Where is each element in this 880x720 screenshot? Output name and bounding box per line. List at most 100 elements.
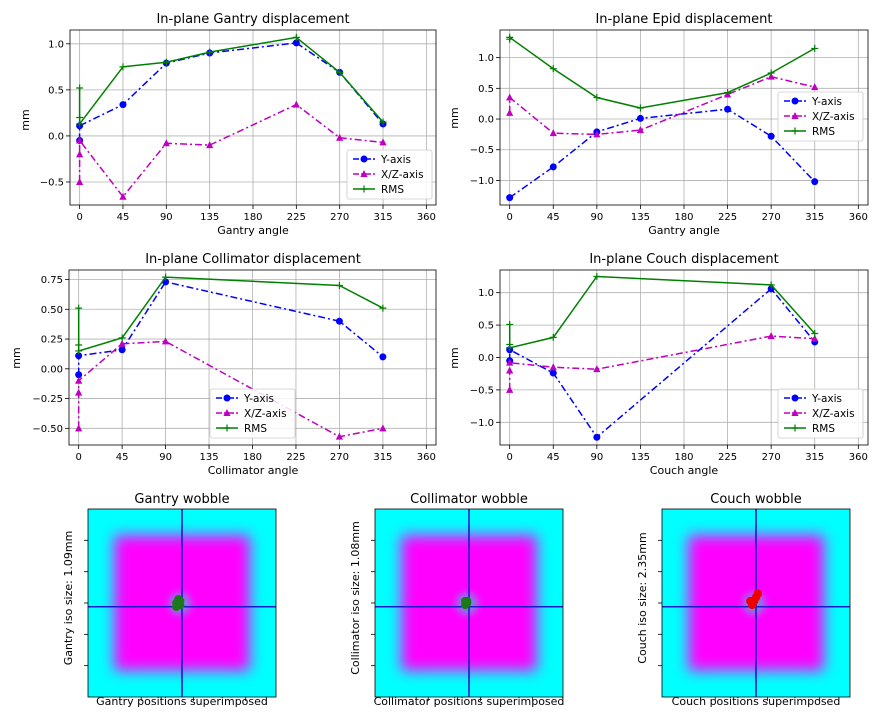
legend-entry: RMS	[812, 423, 835, 435]
x-tick-label: 315	[373, 452, 392, 463]
data-point	[292, 39, 300, 47]
y-tick-label: 0.0	[48, 131, 64, 142]
data-point	[506, 320, 514, 328]
data-point	[75, 347, 83, 355]
data-point	[549, 363, 557, 371]
legend-marker	[223, 394, 231, 402]
x-axis-label: Gantry angle	[217, 224, 289, 237]
data-point	[549, 129, 557, 137]
series-x-z-axis	[76, 100, 387, 200]
x-tick-label: 270	[330, 212, 349, 223]
x-tick-label: 360	[417, 212, 436, 223]
x-tick-label: 225	[718, 452, 737, 463]
series-line	[508, 35, 816, 109]
data-point	[335, 317, 343, 325]
legend-box	[209, 388, 296, 439]
data-point	[75, 371, 83, 379]
legend: Y-axis X/Z-axis RMS	[209, 388, 296, 439]
y-tick-label: 0.0	[478, 353, 494, 364]
x-tick-label: 270	[762, 212, 781, 223]
data-point	[767, 69, 775, 77]
data-point	[118, 346, 126, 354]
y-tick-label: 1.0	[478, 53, 494, 64]
series-rms	[506, 272, 819, 352]
series-line	[508, 75, 815, 136]
data-point	[636, 126, 645, 134]
data-point	[767, 132, 775, 140]
x-tick-label: 45	[116, 452, 129, 463]
x-axis-label: Gantry angle	[648, 224, 720, 237]
x-tick-label: 270	[330, 452, 349, 463]
x-tick-label: 135	[631, 452, 650, 463]
x-axis-label: Gantry positions superimposed	[96, 695, 268, 708]
x-tick-label: 315	[373, 212, 392, 223]
data-point	[811, 334, 819, 342]
y-tick-label: 1.0	[48, 39, 64, 50]
y-tick-label: 0.00	[41, 364, 63, 375]
series-line	[509, 108, 816, 199]
y-axis-label: mm	[10, 347, 23, 368]
plot-frame	[499, 29, 869, 206]
data-point	[336, 133, 344, 141]
panel-title: In-plane Epid displacement	[595, 12, 772, 27]
data-point	[549, 333, 557, 341]
data-point	[162, 58, 170, 66]
data-point	[336, 68, 344, 76]
data-point	[811, 330, 819, 338]
x-tick-label: 180	[674, 452, 693, 463]
panel-title: In-plane Collimator displacement	[145, 252, 361, 267]
data-point	[162, 273, 170, 281]
data-point	[161, 337, 170, 345]
data-point	[75, 341, 83, 349]
x-tick-label: 135	[631, 212, 650, 223]
panel-title: Gantry wobble	[134, 492, 229, 507]
legend-marker	[791, 409, 799, 416]
data-point	[75, 376, 83, 384]
legend: Y-axis X/Z-axis RMS	[777, 388, 864, 439]
data-point	[335, 432, 344, 440]
data-point	[506, 33, 514, 41]
x-tick-label: 315	[805, 212, 824, 223]
series-rms	[76, 33, 387, 128]
series-line	[78, 36, 384, 127]
series-line	[77, 276, 384, 353]
data-point	[506, 344, 514, 352]
series-y-axis	[75, 278, 387, 379]
data-point	[724, 105, 732, 113]
y-tick-label: 0.5	[478, 321, 494, 332]
y-tick-label: 0.25	[41, 335, 63, 346]
data-point	[767, 281, 775, 289]
wobble-spot	[462, 596, 472, 606]
data-point	[119, 63, 127, 71]
legend-entry: Y-axis	[811, 96, 842, 108]
data-point	[593, 94, 601, 102]
legend-box	[777, 91, 864, 142]
wobble-panel-collimator: Collimator wobble Collimator positions s…	[349, 492, 564, 708]
data-point	[593, 272, 601, 280]
y-tick-label: 0.50	[41, 305, 63, 316]
legend-box	[777, 388, 864, 439]
y-tick-label: −0.50	[32, 424, 63, 435]
legend: Y-axis X/Z-axis RMS	[777, 91, 864, 142]
x-tick-label: 90	[590, 452, 603, 463]
data-point	[118, 334, 126, 342]
series-line	[77, 281, 384, 375]
panel-title: In-plane Couch displacement	[589, 252, 778, 267]
data-point	[76, 136, 84, 144]
x-axis-label: Couch angle	[650, 464, 719, 477]
x-tick-label: 135	[200, 212, 219, 223]
series-rms	[506, 33, 819, 112]
y-tick-label: 0.0	[478, 115, 494, 126]
line-panel-gantry: In-plane Gantry displacement Gantry angl…	[19, 12, 437, 237]
wobble-spot	[746, 596, 755, 606]
y-tick-label: −1.0	[470, 176, 494, 187]
data-point	[379, 118, 387, 126]
data-point	[76, 84, 84, 92]
y-axis-label: Collimator iso size: 1.08mm	[349, 521, 362, 675]
data-point	[549, 163, 557, 171]
data-point	[811, 83, 819, 91]
wobble-panel-gantry: Gantry wobble Gantry positions superimpo…	[62, 492, 277, 708]
data-point	[75, 388, 83, 396]
data-point	[506, 93, 514, 101]
